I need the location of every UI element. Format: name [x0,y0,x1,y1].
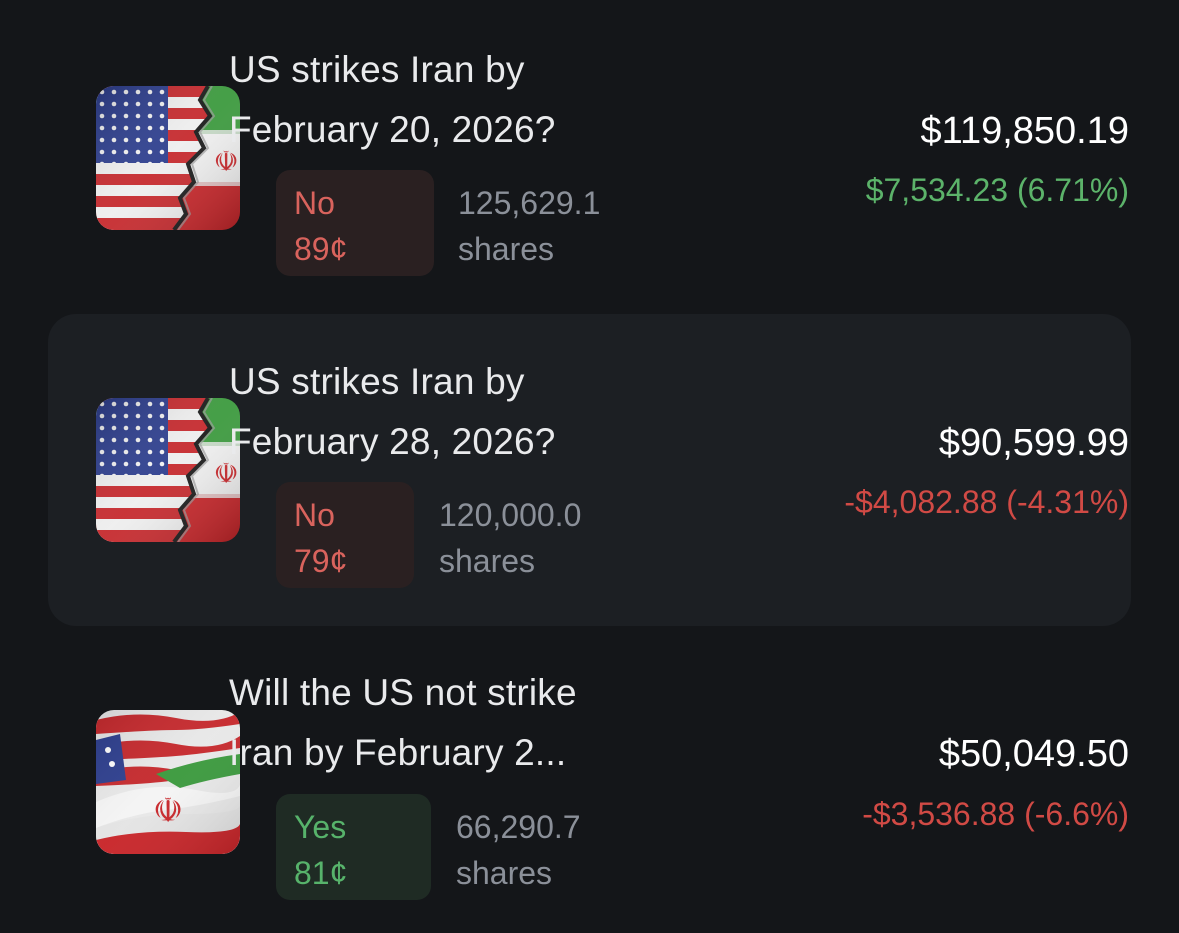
position-change: $7,534.23 (6.71%) [865,172,1129,208]
outcome-label: No [294,185,335,221]
us-iran-cracked-flag-icon [96,86,240,230]
outcome-badge: No 79¢ [276,482,414,588]
position-change: -$3,536.88 (-6.6%) [862,796,1129,832]
outcome-badge: No 89¢ [276,170,434,276]
market-title-line: US strikes Iran by [229,49,525,90]
market-title-line: February 28, 2026? [229,421,556,462]
shares-label: shares [458,231,555,267]
us-iran-cracked-flag-icon [96,398,240,542]
market-title-line: Iran by February 2... [229,732,567,773]
outcome-label: No [294,497,335,533]
position-change: -$4,082.88 (-4.31%) [844,484,1129,520]
shares-count: 125,629.1 [458,185,601,221]
position-value: $50,049.50 [938,733,1129,775]
market-title[interactable]: US strikes Iran by February 20, 2026? [229,40,669,160]
shares-label: shares [439,543,536,579]
shares-info: 120,000.0 shares [439,492,581,584]
us-iran-waving-flags-icon [96,710,240,854]
shares-count: 66,290.7 [456,809,581,845]
shares-label: shares [456,855,553,891]
outcome-price: 89¢ [294,231,348,267]
position-value: $119,850.19 [920,110,1130,152]
shares-info: 66,290.7 shares [456,804,581,896]
market-title-line: Will the US not strike [229,672,577,713]
market-title[interactable]: Will the US not strike Iran by February … [229,663,669,783]
market-title[interactable]: US strikes Iran by February 28, 2026? [229,352,669,472]
outcome-label: Yes [294,809,347,845]
market-title-line: February 20, 2026? [229,109,556,150]
shares-info: 125,629.1 shares [458,180,600,272]
outcome-price: 81¢ [294,855,348,891]
outcome-badge: Yes 81¢ [276,794,431,900]
shares-count: 120,000.0 [439,497,582,533]
outcome-price: 79¢ [294,543,348,579]
position-value: $90,599.99 [938,422,1129,464]
market-title-line: US strikes Iran by [229,361,525,402]
